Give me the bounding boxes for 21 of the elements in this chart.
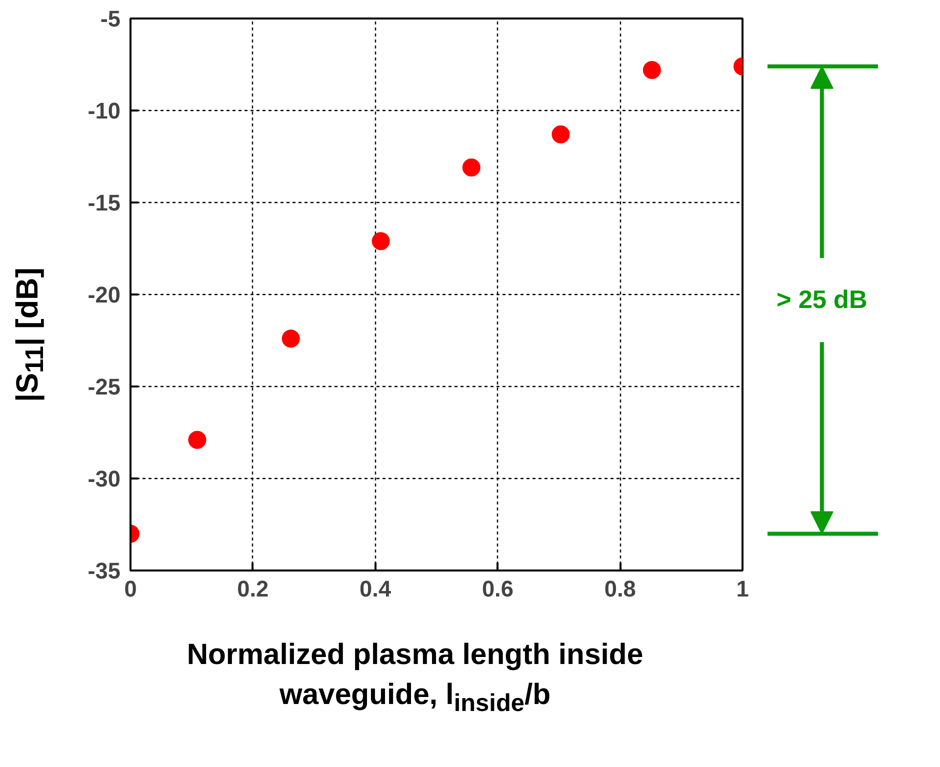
y-tick-label: -15 (88, 190, 121, 216)
x-tick-label: 0.6 (482, 576, 514, 602)
text: > 25 dB (776, 286, 868, 314)
x-tick-label: 0.8 (604, 576, 636, 602)
y-tick-label: -20 (88, 282, 121, 308)
x-tick-label: 0.4 (360, 576, 392, 602)
x-tick-label: 1 (736, 576, 749, 602)
x-tick-label: 0.2 (237, 576, 269, 602)
x-tick-label: 0 (124, 576, 137, 602)
y-tick-label: -5 (100, 6, 121, 32)
y-tick-label: -35 (88, 558, 121, 584)
x-axis-title: Normalized plasma length inside waveguide, l$_{inside}$/b (186, 637, 644, 718)
y-tick-label: -10 (88, 98, 121, 124)
point (552, 125, 570, 144)
point (372, 232, 390, 250)
y-tick-label: -30 (88, 466, 121, 492)
point (462, 158, 480, 177)
y-tick-label: -25 (88, 374, 121, 400)
point (282, 330, 300, 348)
point (642, 61, 661, 80)
point (188, 430, 206, 449)
